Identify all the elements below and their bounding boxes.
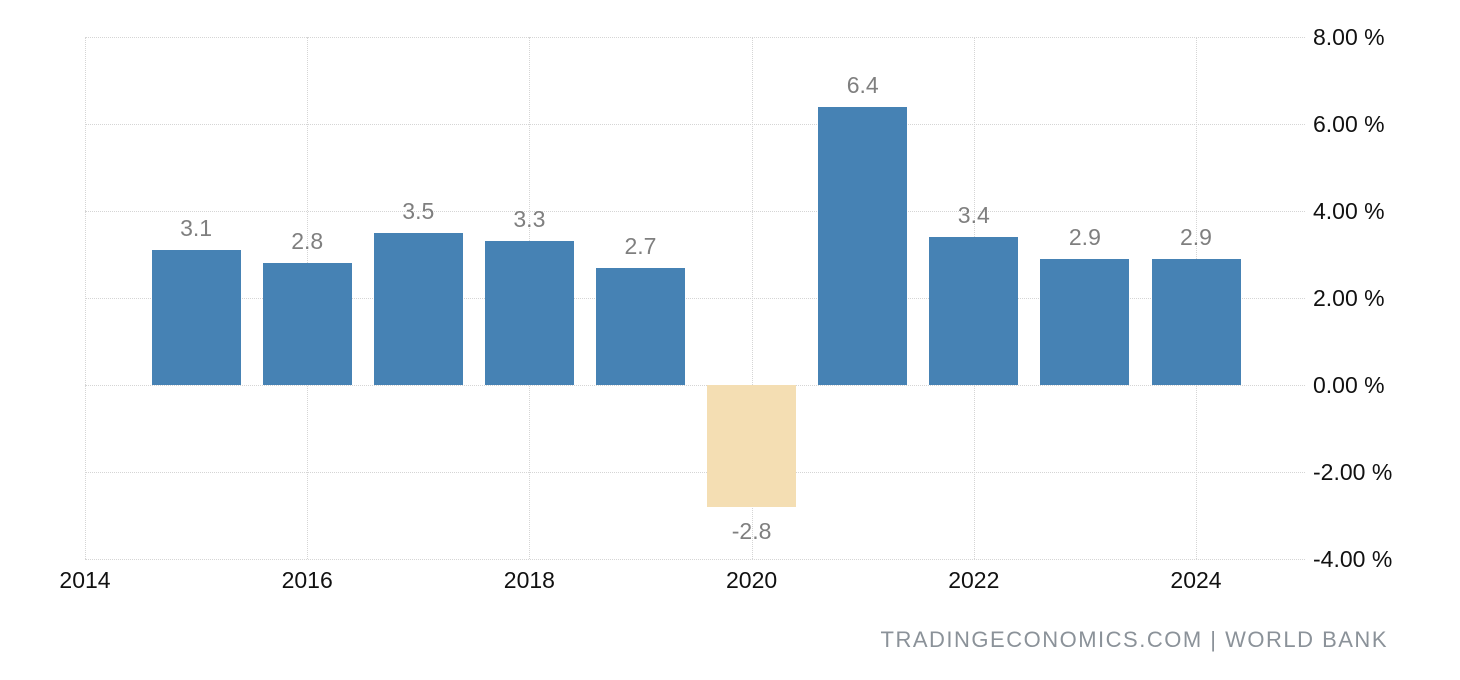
x-axis-tick-label: 2020 [726, 567, 778, 593]
bar-2019[interactable] [596, 267, 685, 385]
bar-value-label: 3.5 [402, 197, 435, 224]
gridline-horizontal [85, 298, 1305, 299]
y-axis-tick-label: -2.00 % [1313, 459, 1393, 485]
bar-value-label: 3.1 [180, 215, 213, 242]
bar-2022[interactable] [929, 237, 1019, 385]
gridline-horizontal [85, 124, 1305, 125]
x-axis-tick-label: 2024 [1170, 567, 1222, 593]
bar-2015[interactable] [151, 250, 241, 385]
x-axis-tick-label: 2022 [948, 567, 1000, 593]
bar-2016[interactable] [262, 263, 352, 385]
y-axis-tick-label: -4.00 % [1313, 546, 1393, 572]
gridline-horizontal [85, 37, 1305, 38]
gridline-horizontal [85, 559, 1305, 560]
gridline-vertical [751, 37, 753, 559]
bar-2020[interactable] [707, 385, 797, 507]
y-axis-tick-label: 4.00 % [1313, 198, 1385, 224]
bar-value-label: 2.7 [624, 232, 657, 259]
x-axis-tick-label: 2018 [503, 567, 555, 593]
x-axis-tick-label: 2014 [59, 567, 111, 593]
gridline-vertical [85, 37, 86, 559]
bar-value-label: 2.9 [1180, 223, 1212, 250]
y-axis-tick-label: 8.00 % [1313, 24, 1385, 50]
gridline-horizontal [85, 211, 1305, 212]
bar-value-label: 3.4 [957, 202, 990, 229]
bar-value-label: 2.9 [1068, 223, 1101, 250]
bar-2024[interactable] [1151, 258, 1241, 385]
bar-2017[interactable] [373, 232, 463, 385]
gridline-horizontal [85, 385, 1305, 386]
bar-value-label: -2.8 [731, 517, 772, 544]
bar-value-label: 3.3 [513, 206, 546, 233]
attribution: TRADINGECONOMICS.COM | WORLD BANK [880, 627, 1388, 652]
gridline-horizontal [85, 472, 1305, 473]
bar-2018[interactable] [484, 241, 574, 385]
bar-2023[interactable] [1040, 258, 1130, 385]
y-axis-tick-label: 6.00 % [1313, 111, 1385, 137]
bar-value-label: 2.8 [291, 228, 324, 255]
bar-value-label: 6.4 [846, 71, 879, 98]
bar-2021[interactable] [818, 106, 908, 385]
y-axis-tick-label: 2.00 % [1313, 285, 1385, 311]
y-axis-tick-label: 0.00 % [1313, 372, 1385, 398]
x-axis-tick-label: 2016 [281, 567, 333, 593]
